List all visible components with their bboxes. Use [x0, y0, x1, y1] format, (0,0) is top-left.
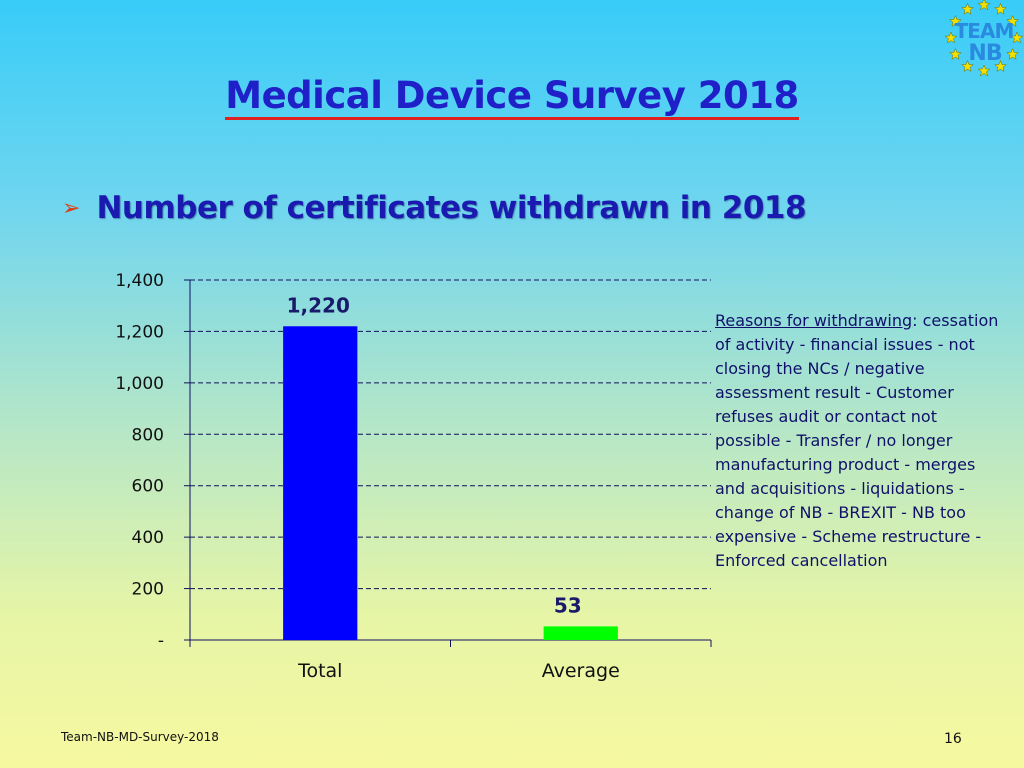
y-tick-label: 800	[132, 425, 164, 445]
y-tick-label: -	[158, 631, 164, 651]
logo-star-icon	[1006, 47, 1019, 60]
logo-star-icon	[977, 0, 991, 11]
y-tick-label: 400	[132, 528, 164, 548]
bar-chart: - 200 400 600 800 1,000 1,200 1,400 1,220 Total 53…	[115, 271, 712, 682]
logo-star-icon	[977, 64, 991, 76]
logo-text-nb: NB	[968, 41, 1001, 66]
logo-star-ring	[944, 0, 1024, 76]
slide-title: Medical Device Survey 2018	[0, 74, 1024, 120]
logo-star-icon	[961, 2, 974, 15]
logo-star-icon	[1010, 31, 1024, 44]
team-nb-logo: TEAM NB	[944, 0, 1024, 76]
x-category-label: Total	[297, 660, 342, 682]
logo-star-icon	[949, 14, 962, 27]
logo-star-icon	[994, 59, 1007, 72]
logo-star-icon	[961, 59, 974, 72]
arrow-bullet-icon: ➢	[62, 195, 81, 221]
page-number: 16	[944, 731, 962, 747]
reasons-annotation: Reasons for withdrawing: cessation of ac…	[715, 309, 1000, 573]
slide-title-text: Medical Device Survey 2018	[225, 74, 799, 120]
y-tick-label: 200	[132, 580, 164, 600]
logo-star-icon	[949, 47, 962, 60]
reasons-heading: Reasons for withdrawing	[715, 311, 913, 330]
logo-star-icon	[994, 2, 1007, 15]
data-label-total: 1,220	[287, 293, 350, 317]
logo-star-icon	[1006, 14, 1019, 27]
x-category-label: Average	[542, 660, 620, 682]
reasons-body: cessation of activity - financial issues…	[715, 311, 999, 570]
logo-star-icon	[944, 31, 958, 44]
reasons-heading-colon: :	[912, 311, 918, 330]
y-tick-label: 1,000	[115, 374, 164, 394]
y-tick-label: 600	[132, 477, 164, 497]
logo-text-team: TEAM	[955, 19, 1014, 43]
y-tick-label: 1,400	[115, 271, 164, 291]
bar-average	[543, 626, 618, 640]
bullet-text: Number of certificates withdrawn in 2018	[96, 190, 807, 226]
bullet-row: ➢ Number of certificates withdrawn in 20…	[62, 190, 807, 226]
bar-total	[283, 326, 358, 640]
footer-label: Team-NB-MD-Survey-2018	[61, 730, 219, 744]
y-tick-label: 1,200	[115, 322, 164, 342]
data-label-average: 53	[554, 593, 582, 617]
